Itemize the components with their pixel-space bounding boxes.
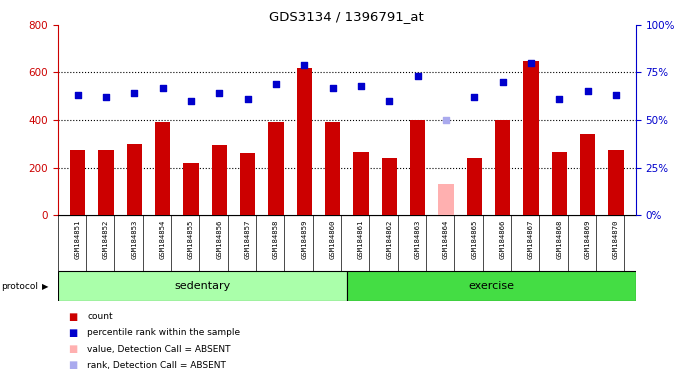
Text: GSM184865: GSM184865	[471, 220, 477, 259]
Point	[299, 62, 310, 68]
Text: GDS3134 / 1396791_at: GDS3134 / 1396791_at	[269, 10, 424, 23]
Bar	[296, 68, 312, 215]
Text: GSM184866: GSM184866	[500, 220, 506, 259]
Bar	[126, 144, 142, 215]
FancyBboxPatch shape	[58, 271, 347, 301]
Text: GSM184858: GSM184858	[273, 220, 279, 259]
Point	[384, 98, 395, 104]
Text: ■: ■	[68, 344, 78, 354]
Text: GSM184851: GSM184851	[75, 220, 81, 259]
Text: GSM184862: GSM184862	[386, 220, 392, 259]
Point	[214, 90, 225, 96]
Point	[157, 84, 168, 91]
Text: protocol: protocol	[1, 281, 38, 291]
Text: sedentary: sedentary	[174, 281, 231, 291]
Text: ■: ■	[68, 360, 78, 370]
Bar	[211, 145, 227, 215]
FancyBboxPatch shape	[347, 271, 636, 301]
Bar	[495, 120, 511, 215]
Point	[441, 117, 452, 123]
Point	[356, 83, 367, 89]
Point	[412, 73, 423, 79]
Bar	[381, 158, 397, 215]
Point	[611, 92, 622, 98]
Text: percentile rank within the sample: percentile rank within the sample	[87, 328, 240, 338]
Point	[497, 79, 508, 85]
Bar	[551, 152, 567, 215]
Text: GSM184864: GSM184864	[443, 220, 449, 259]
Text: count: count	[87, 312, 113, 321]
Bar	[70, 150, 86, 215]
Bar	[98, 150, 114, 215]
Bar	[183, 163, 199, 215]
Bar	[240, 153, 256, 215]
Bar	[325, 122, 341, 215]
Text: GSM184863: GSM184863	[415, 220, 421, 259]
Text: GSM184856: GSM184856	[216, 220, 222, 259]
Point	[526, 60, 537, 66]
Text: GSM184867: GSM184867	[528, 220, 534, 259]
Text: GSM184853: GSM184853	[131, 220, 137, 259]
Point	[186, 98, 197, 104]
Bar	[155, 122, 171, 215]
Text: GSM184868: GSM184868	[556, 220, 562, 259]
Bar	[410, 120, 426, 215]
Text: GSM184854: GSM184854	[160, 220, 166, 259]
Text: GSM184855: GSM184855	[188, 220, 194, 259]
Bar	[438, 184, 454, 215]
Text: GSM184869: GSM184869	[585, 220, 591, 259]
Point	[72, 92, 83, 98]
Text: GSM184861: GSM184861	[358, 220, 364, 259]
Point	[327, 84, 338, 91]
Text: exercise: exercise	[469, 281, 514, 291]
Bar	[580, 134, 596, 215]
Bar	[466, 158, 482, 215]
Text: GSM184870: GSM184870	[613, 220, 619, 259]
Point	[582, 88, 593, 94]
Text: rank, Detection Call = ABSENT: rank, Detection Call = ABSENT	[87, 361, 226, 370]
Text: GSM184859: GSM184859	[301, 220, 307, 259]
Text: value, Detection Call = ABSENT: value, Detection Call = ABSENT	[87, 344, 231, 354]
Text: ■: ■	[68, 328, 78, 338]
Point	[469, 94, 480, 100]
Text: GSM184857: GSM184857	[245, 220, 251, 259]
Bar	[353, 152, 369, 215]
Bar	[608, 150, 624, 215]
Point	[101, 94, 112, 100]
Point	[242, 96, 253, 102]
Bar	[523, 61, 539, 215]
Point	[554, 96, 565, 102]
Point	[129, 90, 140, 96]
Text: GSM184860: GSM184860	[330, 220, 336, 259]
Text: ■: ■	[68, 312, 78, 322]
Text: GSM184852: GSM184852	[103, 220, 109, 259]
Point	[271, 81, 282, 87]
Bar	[268, 122, 284, 215]
Text: ▶: ▶	[42, 281, 49, 291]
